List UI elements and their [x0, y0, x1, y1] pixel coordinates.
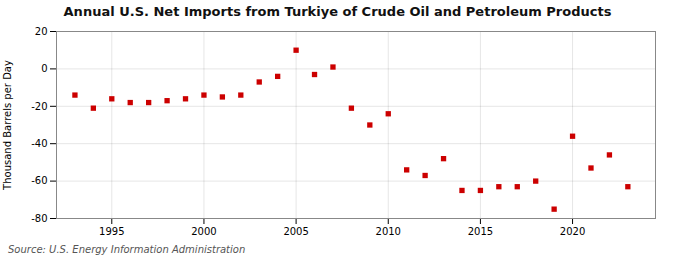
svg-text:-60: -60: [31, 175, 47, 186]
svg-text:-40: -40: [31, 138, 47, 149]
svg-text:0: 0: [41, 63, 47, 74]
svg-text:2020: 2020: [560, 226, 585, 237]
svg-text:2015: 2015: [468, 226, 493, 237]
svg-text:-80: -80: [31, 213, 47, 224]
svg-text:2000: 2000: [191, 226, 216, 237]
html-text:Annual U.S. Net Imports from T: Annual U.S. Net Imports from Turkiye of …: [63, 4, 612, 19]
svg-text:2005: 2005: [283, 226, 308, 237]
svg-text:20: 20: [35, 26, 48, 37]
svg-text:-20: -20: [31, 101, 47, 112]
svg-text:2010: 2010: [376, 226, 401, 237]
html-text:Source: U.S. Energy Informatio: Source: U.S. Energy Information Administ…: [8, 244, 246, 255]
svg-text:1995: 1995: [99, 226, 124, 237]
svg-text:Thousand Barrels per Day: Thousand Barrels per Day: [2, 60, 13, 191]
